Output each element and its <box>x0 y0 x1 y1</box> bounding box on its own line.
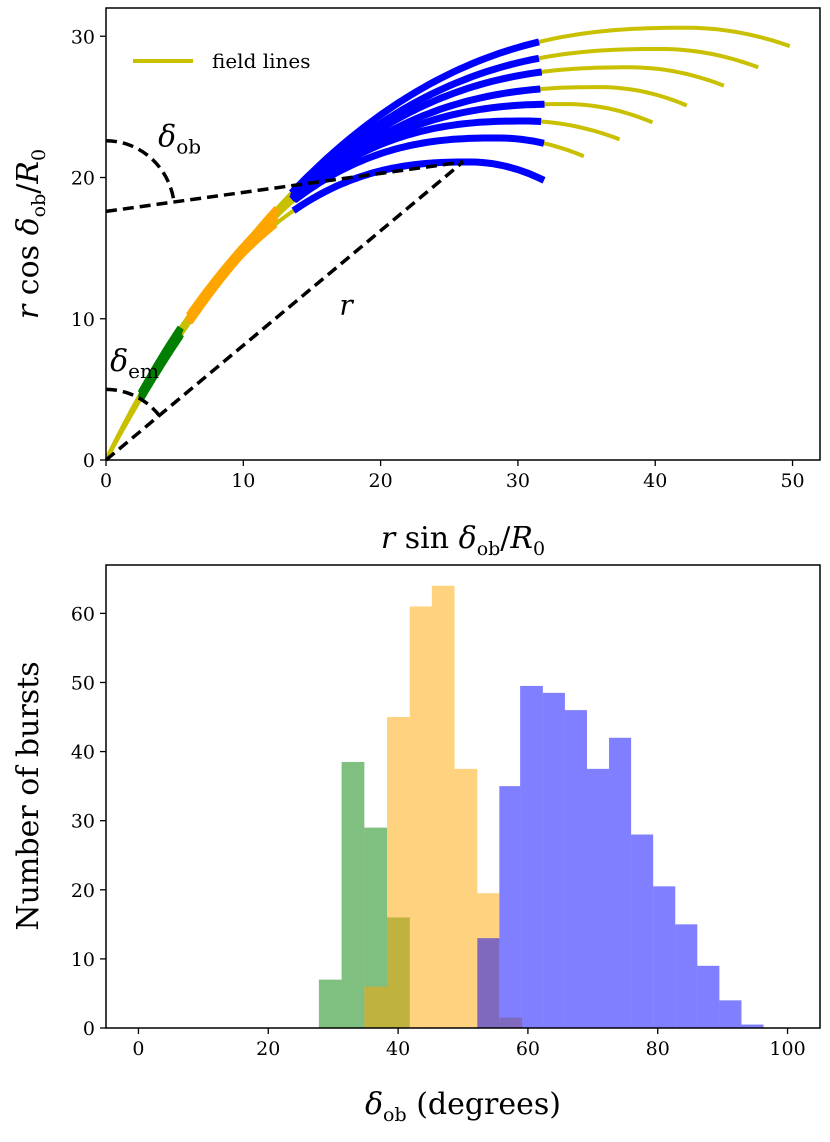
field-lines-panel: δob δem r 0 10 20 30 40 50 0 10 20 30 field lines r… <box>11 7 821 560</box>
x-tick-label: 80 <box>646 1038 670 1060</box>
y-tick-label: 10 <box>71 309 95 331</box>
blue-bar <box>520 685 543 1028</box>
y-tick-label: 30 <box>71 26 95 48</box>
y-tick-label: 20 <box>71 880 95 902</box>
y-axis-label-top: r cos δob/R0 <box>11 149 50 319</box>
x-tick-label: 30 <box>506 470 530 492</box>
y-tick-label: 40 <box>71 742 95 764</box>
delta-em-arc <box>105 387 161 417</box>
blue-bar <box>542 692 565 1028</box>
blue-bar <box>477 938 500 1028</box>
blue-bar <box>697 965 720 1028</box>
orange-bar <box>387 717 410 1028</box>
delta-em-label: δem <box>110 344 159 383</box>
y-tick-label: 60 <box>71 603 95 625</box>
orange-bar <box>364 986 388 1028</box>
blue-region-segment <box>289 38 540 196</box>
field-line-6 <box>106 119 621 460</box>
green-region-segment <box>138 329 183 395</box>
blue-bar <box>631 834 654 1028</box>
x-tick-label: 20 <box>256 1038 280 1060</box>
x-tick-label: 100 <box>769 1038 805 1060</box>
blue-bar <box>609 737 632 1028</box>
orange-bar <box>431 585 455 1028</box>
blue-bar <box>586 768 610 1028</box>
blue-bar <box>564 710 587 1028</box>
legend: field lines <box>133 49 311 73</box>
x-tick-label: 20 <box>369 470 393 492</box>
x-tick-label: 40 <box>643 470 667 492</box>
delta-ob-arc <box>105 139 176 203</box>
x-tick-label: 60 <box>516 1038 540 1060</box>
blue-bar <box>719 1000 742 1028</box>
orange-region-segment <box>187 221 278 319</box>
legend-label: field lines <box>212 49 311 73</box>
x-axis-label-top: r sin δob/R0 <box>381 521 545 560</box>
blue-bar <box>653 886 676 1028</box>
orange-bar <box>409 606 432 1028</box>
field-line-8 <box>106 160 545 460</box>
green-bar <box>318 979 342 1028</box>
tangent-dashed-line <box>105 160 464 214</box>
blue-bar <box>675 924 698 1028</box>
blue-region-segment <box>292 134 545 203</box>
delta-ob-label: δob <box>158 119 201 158</box>
x-tick-label: 0 <box>132 1038 144 1060</box>
x-axis-label-bottom: δob (degrees) <box>365 1087 561 1126</box>
y-tick-label: 0 <box>83 450 95 472</box>
x-tick-label: 0 <box>100 470 112 492</box>
r-label: r <box>339 289 354 322</box>
green-bar <box>341 761 365 1028</box>
orange-bar <box>454 768 478 1028</box>
blue-bar <box>499 786 521 1028</box>
blue-bar <box>741 1024 764 1028</box>
axes-frame-bottom <box>105 564 821 1029</box>
y-axis-label-bottom: Number of bursts <box>11 661 46 930</box>
blue-region-segment <box>291 158 546 214</box>
x-tick-label: 40 <box>386 1038 410 1060</box>
r-dashed-line <box>104 160 465 462</box>
y-tick-label: 10 <box>71 949 95 971</box>
axes-frame-top <box>105 7 821 461</box>
x-tick-label: 10 <box>231 470 255 492</box>
y-tick-label: 50 <box>71 672 95 694</box>
y-tick-label: 0 <box>83 1018 95 1040</box>
blue-region-segment <box>289 68 543 202</box>
blue-region-segment <box>289 117 542 202</box>
y-tick-label: 20 <box>71 168 95 190</box>
x-tick-label: 50 <box>780 470 804 492</box>
green-bar <box>364 827 388 1028</box>
y-tick-label: 30 <box>71 811 95 833</box>
